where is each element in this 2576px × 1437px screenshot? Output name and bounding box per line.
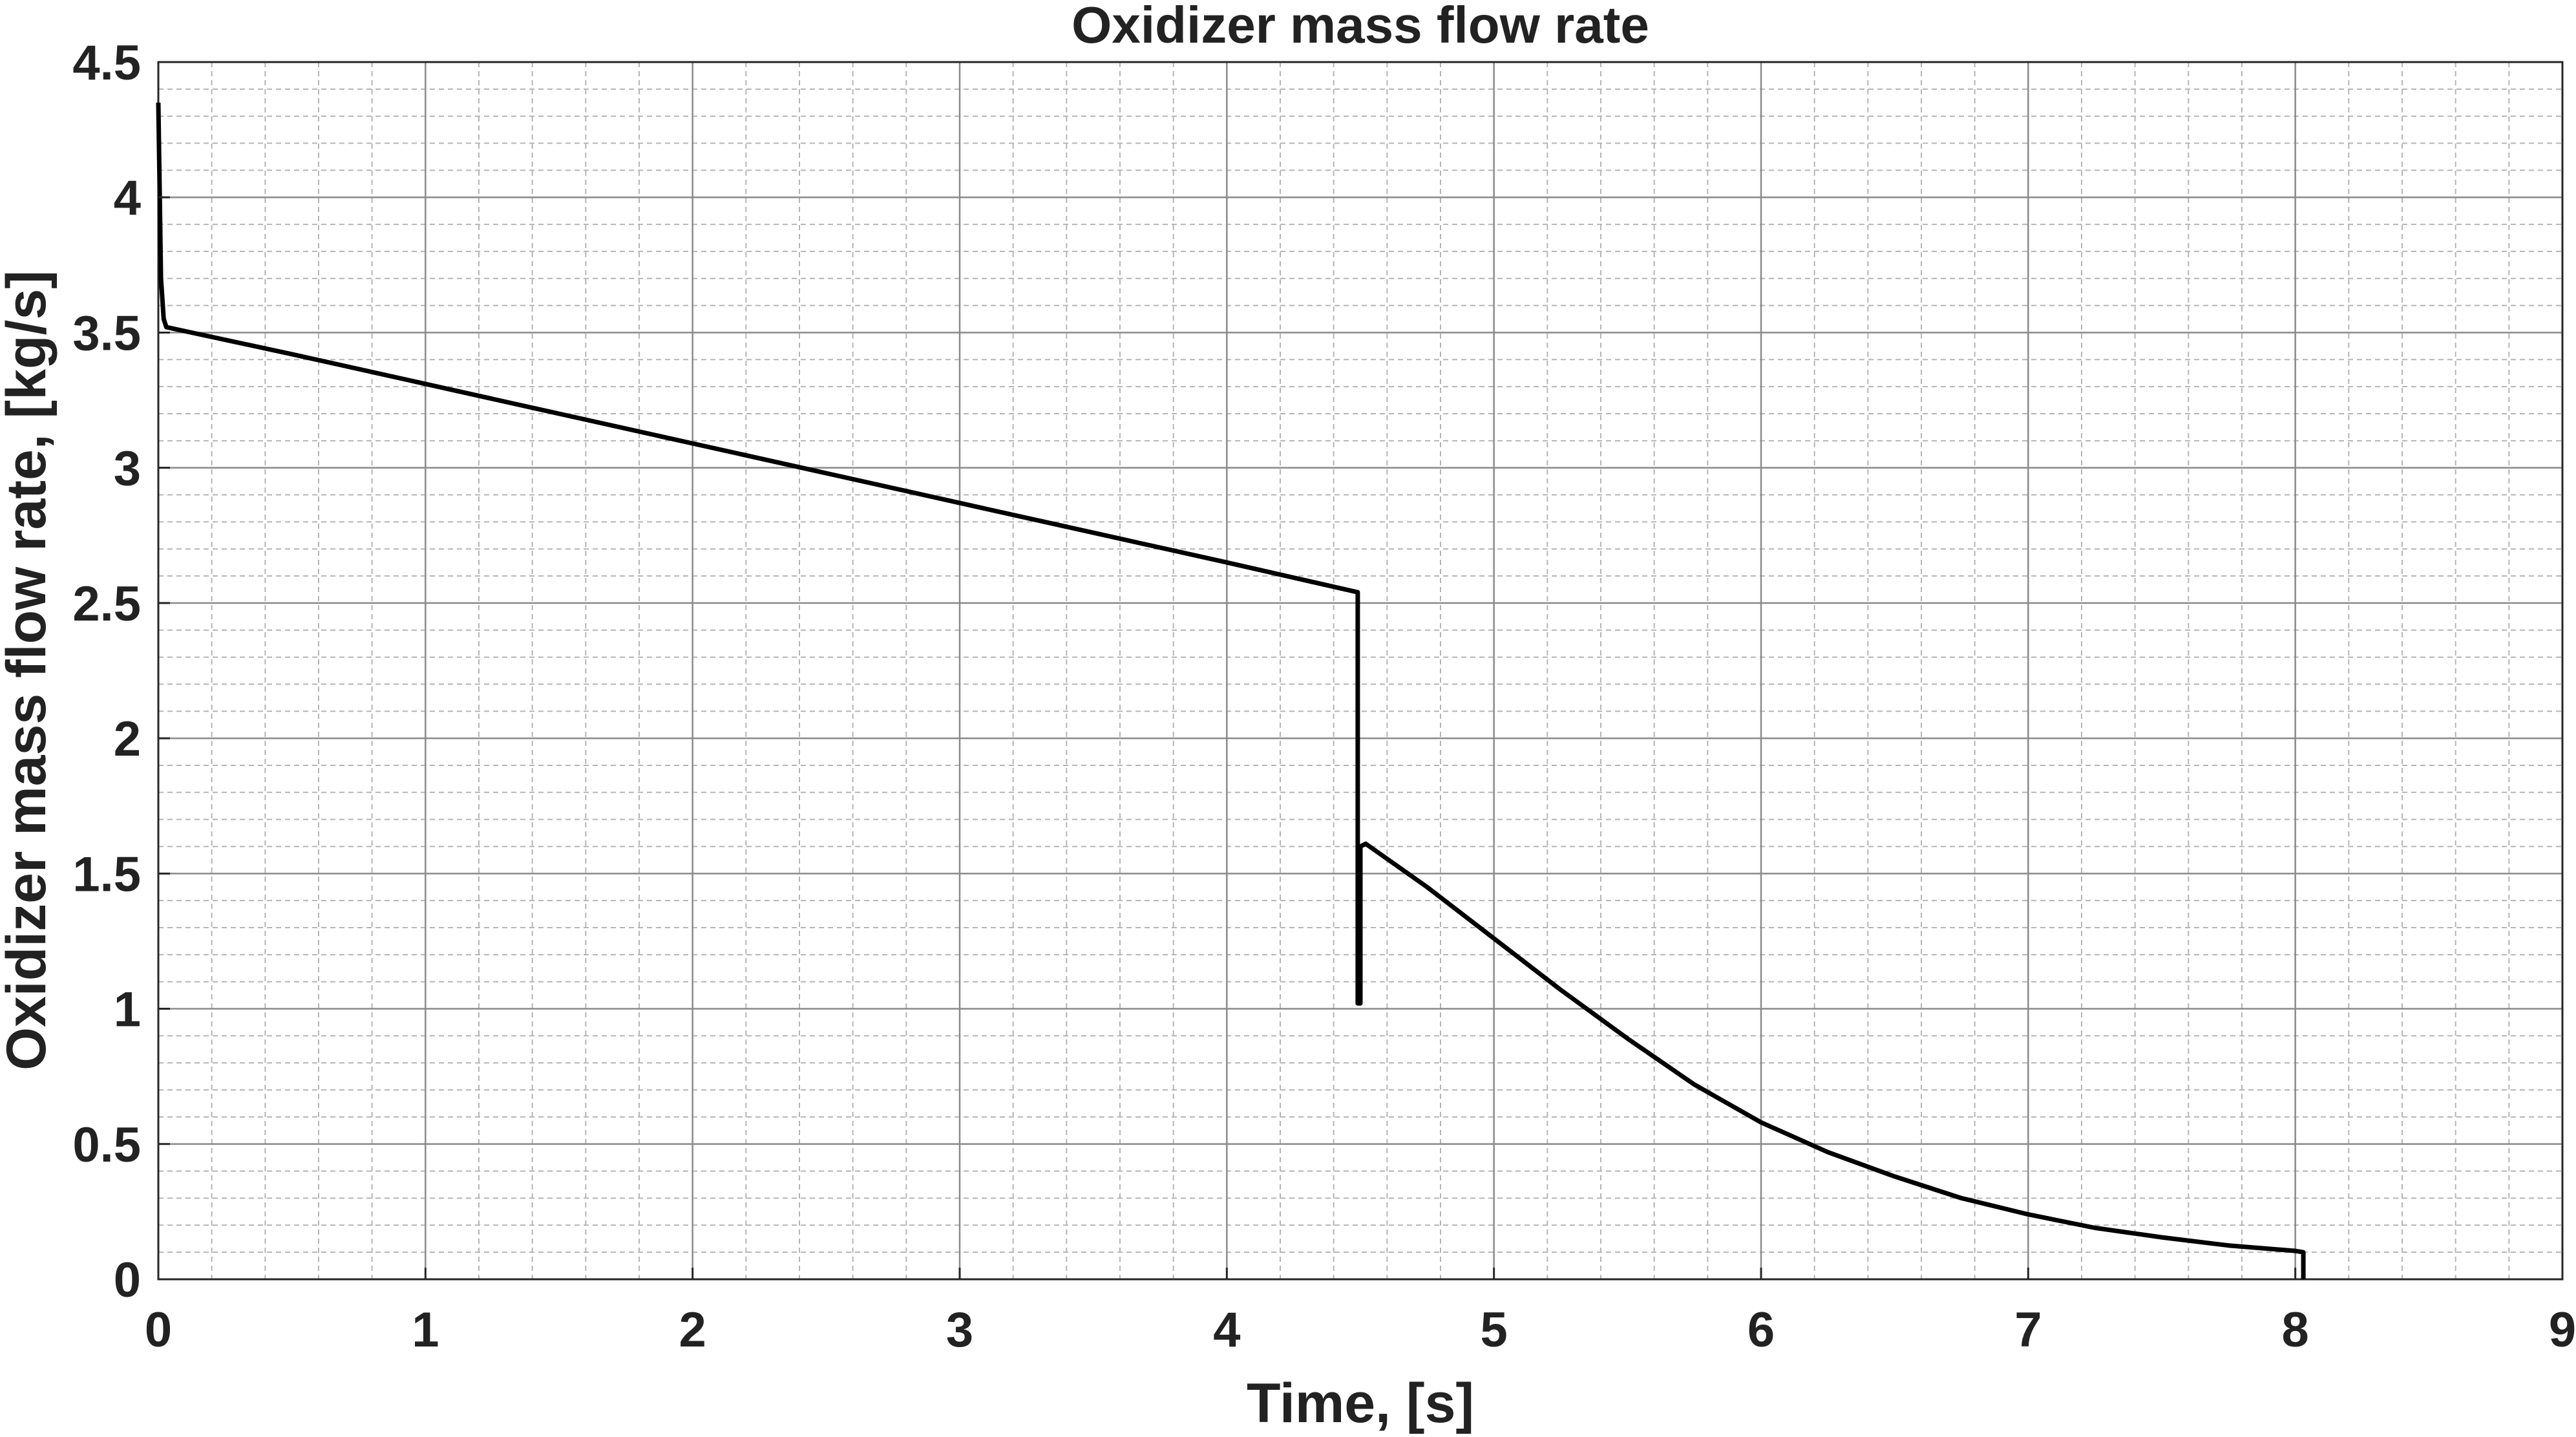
y-tick-label: 0 bbox=[114, 1253, 141, 1308]
y-tick-label: 1.5 bbox=[72, 847, 141, 902]
plot-area bbox=[158, 62, 2562, 1279]
series-layer bbox=[156, 102, 2306, 1279]
y-tick-label: 1 bbox=[114, 983, 141, 1038]
y-axis-ticks: 0 0.5 1 1.5 2 2.5 3 3.5 4 4.5 bbox=[72, 36, 170, 1308]
y-tick-label: 4 bbox=[114, 171, 141, 226]
series-line bbox=[156, 102, 2306, 1279]
x-tick-label: 7 bbox=[2014, 1303, 2042, 1357]
x-tick-label: 5 bbox=[1481, 1303, 1508, 1357]
x-tick-label: 0 bbox=[145, 1303, 172, 1357]
y-tick-label: 3 bbox=[114, 442, 141, 496]
x-tick-label: 6 bbox=[1747, 1303, 1775, 1357]
x-axis-ticks: 0 1 2 3 4 5 6 7 8 9 bbox=[145, 1268, 2576, 1357]
y-tick-label: 4.5 bbox=[72, 36, 141, 90]
y-tick-label: 2 bbox=[114, 712, 141, 767]
x-tick-label: 2 bbox=[679, 1303, 706, 1357]
y-tick-label: 0.5 bbox=[72, 1118, 141, 1173]
minor-grid bbox=[158, 62, 2562, 1279]
chart-title: Oxidizer mass flow rate bbox=[1072, 0, 1649, 54]
x-tick-label: 1 bbox=[412, 1303, 439, 1357]
y-axis-label: Oxidizer mass flow rate, [kg/s] bbox=[0, 270, 58, 1070]
x-tick-label: 4 bbox=[1213, 1303, 1240, 1357]
y-tick-label: 2.5 bbox=[72, 577, 141, 632]
x-axis-label: Time, [s] bbox=[1247, 1372, 1474, 1434]
y-tick-label: 3.5 bbox=[72, 306, 141, 361]
x-tick-label: 8 bbox=[2282, 1303, 2309, 1357]
x-tick-label: 3 bbox=[946, 1303, 973, 1357]
x-tick-label: 9 bbox=[2549, 1303, 2576, 1357]
plot-frame bbox=[157, 61, 2564, 1281]
